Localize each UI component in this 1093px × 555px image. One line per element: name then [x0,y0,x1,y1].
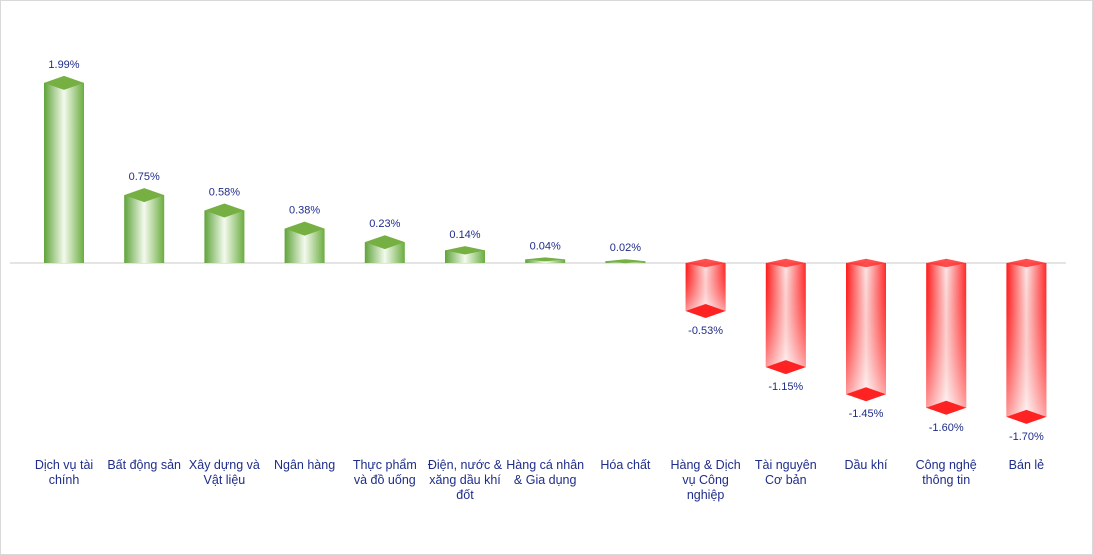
category-label: Bất động sản [107,458,182,472]
bar [284,221,325,263]
bar-bottom-cap [926,400,967,415]
bar-top-cap [846,258,886,268]
bar-cap [204,203,245,218]
bar-top-cap [1006,258,1047,268]
value-label: 0.23% [369,218,400,230]
bars-group [44,75,1047,424]
category-label: Dịch vụ tài chính [34,458,94,487]
value-label: -1.60% [929,422,964,434]
value-label: 1.99% [48,59,79,71]
value-label: 0.04% [530,240,561,252]
bar-cap [124,188,165,203]
category-label: Ngân hàng [274,458,336,472]
value-labels-group: 1.99% 0.75% 0.58% 0.38% 0.23% 0.14% 0.04% 0.02%… [48,59,1044,443]
value-label: 0.14% [449,229,480,241]
value-label: 0.58% [209,187,240,199]
bar [685,258,726,318]
bar-bottom-cap [685,303,726,318]
category-label: Hàng cá nhân & Gia dụng [506,458,585,487]
category-label: Tài nguyên Cơ bản [754,458,817,487]
value-label: -1.45% [849,408,884,420]
bar-bottom-cap [765,360,806,375]
bar [204,203,245,263]
bar [364,235,405,263]
bar [124,188,165,263]
bar [445,246,485,263]
category-label: Bán lẻ [1008,458,1045,472]
value-label: 0.02% [610,242,641,254]
bar-cap [525,257,566,262]
value-label: -0.53% [688,325,723,337]
category-label: Dầu khí [844,458,888,472]
bar-cap [605,259,646,264]
bar [1006,258,1047,424]
bar [846,258,886,402]
bar-top-cap [685,258,726,268]
bar-top-cap [765,258,806,268]
bar-bottom-cap [846,387,886,402]
category-label: Thực phẩm và đồ uống [352,458,417,487]
category-label: Điện, nước & xăng dầu khí đốt [427,458,503,502]
category-label: Hàng & Dịch vụ Công nghiệp [670,458,741,502]
value-label: 0.75% [129,171,160,183]
bar-top-cap [926,258,967,268]
bar [605,259,646,264]
category-label: Công nghệ thông tin [915,458,977,487]
category-label: Xây dựng và Vật liệu [188,458,260,487]
bar-cap [44,75,84,90]
value-label: -1.70% [1009,431,1044,443]
bar [926,258,967,415]
value-label: -1.15% [768,381,803,393]
category-label: Hóa chất [600,458,651,472]
bar-cap [284,221,325,236]
bar [765,258,806,375]
bar-bottom-cap [1006,409,1047,424]
bar [44,75,84,263]
bar-cap [364,235,405,250]
bar-cap [445,246,485,255]
value-label: 0.38% [289,205,320,217]
bar [525,257,566,263]
